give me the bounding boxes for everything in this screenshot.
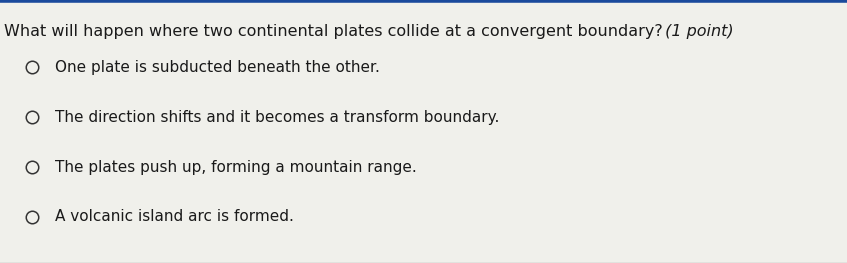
Text: The direction shifts and it becomes a transform boundary.: The direction shifts and it becomes a tr…: [55, 109, 500, 125]
Text: What will happen where two continental plates collide at a convergent boundary?: What will happen where two continental p…: [4, 24, 663, 39]
Text: The plates push up, forming a mountain range.: The plates push up, forming a mountain r…: [55, 159, 417, 175]
Text: (1 point): (1 point): [661, 24, 734, 39]
Text: One plate is subducted beneath the other.: One plate is subducted beneath the other…: [55, 59, 380, 75]
Text: A volcanic island arc is formed.: A volcanic island arc is formed.: [55, 209, 294, 225]
